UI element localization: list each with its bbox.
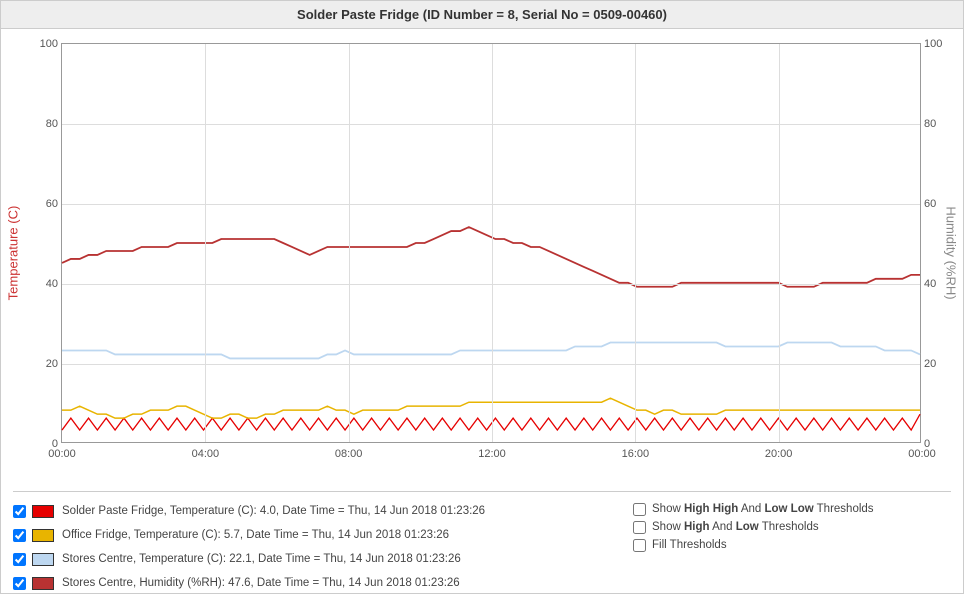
y-tick-right: 80 <box>924 118 954 130</box>
threshold-label: Fill Thresholds <box>652 539 727 551</box>
threshold-label: Show High High And Low Low Thresholds <box>652 503 874 515</box>
y-axis-left-title: Temperature (C) <box>6 206 21 301</box>
legend-checkbox[interactable] <box>13 577 26 590</box>
grid-line-vertical <box>205 44 206 442</box>
threshold-row: Show High And Low Thresholds <box>633 518 951 536</box>
legend-checkbox[interactable] <box>13 529 26 542</box>
x-tick: 00:00 <box>48 448 76 460</box>
y-tick-left: 80 <box>28 118 58 130</box>
y-tick-left: 40 <box>28 278 58 290</box>
x-tick: 16:00 <box>622 448 650 460</box>
legend-checkbox[interactable] <box>13 553 26 566</box>
legend-area: Solder Paste Fridge, Temperature (C): 4.… <box>13 491 951 596</box>
legend-row: Stores Centre, Humidity (%RH): 47.6, Dat… <box>13 572 613 594</box>
legend-swatch <box>32 505 54 518</box>
chart-window: Solder Paste Fridge (ID Number = 8, Seri… <box>0 0 964 594</box>
threshold-row: Show High High And Low Low Thresholds <box>633 500 951 518</box>
legend-label: Office Fridge, Temperature (C): 5.7, Dat… <box>62 529 449 541</box>
grid-line-horizontal <box>62 364 920 365</box>
series-line <box>62 343 920 359</box>
grid-line-vertical <box>635 44 636 442</box>
x-tick: 08:00 <box>335 448 363 460</box>
series-line <box>62 398 920 418</box>
grid-line-horizontal <box>62 204 920 205</box>
legend-row: Office Fridge, Temperature (C): 5.7, Dat… <box>13 524 613 546</box>
y-tick-right: 60 <box>924 198 954 210</box>
chart-area: Temperature (C) Humidity (%RH) 002020404… <box>1 29 963 477</box>
grid-line-vertical <box>779 44 780 442</box>
chart-title-bar: Solder Paste Fridge (ID Number = 8, Seri… <box>1 1 963 29</box>
threshold-checkbox[interactable] <box>633 503 646 516</box>
legend-swatch <box>32 553 54 566</box>
legend-row: Solder Paste Fridge, Temperature (C): 4.… <box>13 500 613 522</box>
series-line <box>62 227 920 287</box>
legend-label: Solder Paste Fridge, Temperature (C): 4.… <box>62 505 485 517</box>
y-tick-right: 20 <box>924 358 954 370</box>
x-tick: 04:00 <box>192 448 220 460</box>
x-tick: 12:00 <box>478 448 506 460</box>
legend-row: Stores Centre, Temperature (C): 22.1, Da… <box>13 548 613 570</box>
threshold-row: Fill Thresholds <box>633 536 951 554</box>
chart-title: Solder Paste Fridge (ID Number = 8, Seri… <box>297 7 667 22</box>
chart-lines <box>62 44 920 442</box>
threshold-checkbox[interactable] <box>633 539 646 552</box>
threshold-checkbox[interactable] <box>633 521 646 534</box>
x-tick: 20:00 <box>765 448 793 460</box>
grid-line-vertical <box>492 44 493 442</box>
series-line <box>62 414 920 430</box>
legend-checkbox[interactable] <box>13 505 26 518</box>
y-tick-right: 100 <box>924 38 954 50</box>
y-tick-left: 100 <box>28 38 58 50</box>
threshold-label: Show High And Low Thresholds <box>652 521 819 533</box>
legend-swatch <box>32 577 54 590</box>
y-tick-left: 20 <box>28 358 58 370</box>
y-tick-left: 60 <box>28 198 58 210</box>
x-tick: 00:00 <box>908 448 936 460</box>
legend-label: Stores Centre, Temperature (C): 22.1, Da… <box>62 553 461 565</box>
legend-thresholds-column: Show High High And Low Low Thresholds Sho… <box>613 500 951 596</box>
legend-swatch <box>32 529 54 542</box>
grid-line-horizontal <box>62 284 920 285</box>
y-tick-right: 40 <box>924 278 954 290</box>
legend-series-column: Solder Paste Fridge, Temperature (C): 4.… <box>13 500 613 596</box>
grid-line-vertical <box>349 44 350 442</box>
legend-label: Stores Centre, Humidity (%RH): 47.6, Dat… <box>62 577 460 589</box>
grid-line-horizontal <box>62 124 920 125</box>
plot-area[interactable]: 00202040406060808010010000:0004:0008:001… <box>61 43 921 443</box>
